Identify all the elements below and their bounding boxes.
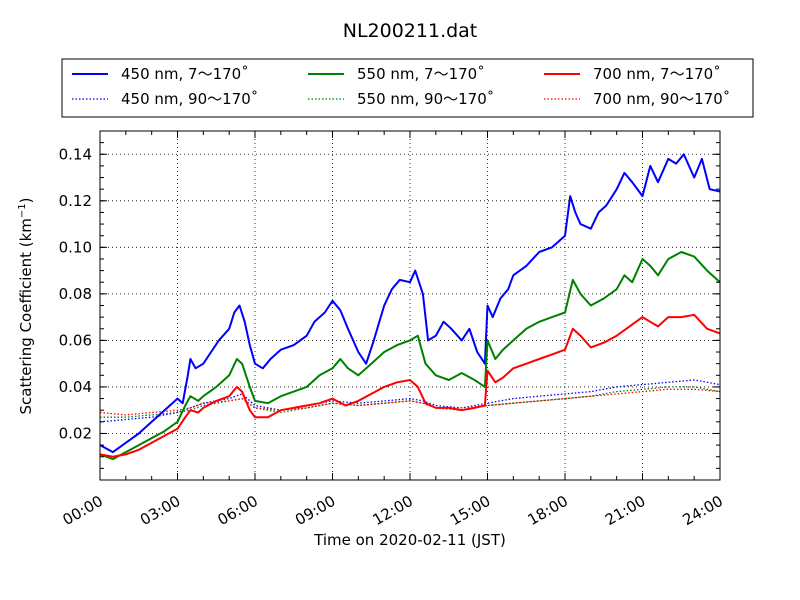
legend-items: 450 nm, 7～170˚ 450 nm, 90～170˚ 550 nm, 7～1… — [72, 65, 730, 108]
y-tick-label: 0.06 — [59, 331, 92, 349]
legend-label-4: 700 nm, 7～170˚ — [593, 65, 721, 83]
y-tick-label: 0.02 — [59, 424, 92, 442]
y-tick-label: 0.08 — [59, 285, 92, 303]
series-line-1 — [99, 379, 721, 423]
series-line-4 — [99, 313, 721, 458]
legend: 450 nm, 7～170˚ 450 nm, 90～170˚ 550 nm, 7～1… — [61, 58, 754, 118]
y-tick-label: 0.12 — [59, 192, 92, 210]
legend-label-0: 450 nm, 7～170˚ — [121, 65, 249, 83]
series-line-2 — [99, 251, 721, 461]
y-axis-label: Scattering Coefficient (km−1) — [17, 197, 35, 414]
y-tick-label: 0.04 — [59, 378, 92, 396]
y-axis-label-main: Scattering Coefficient (km — [17, 218, 35, 414]
legend-label-2: 550 nm, 7～170˚ — [357, 65, 485, 83]
y-tick-label: 0.10 — [59, 238, 92, 256]
y-tick-label: 0.14 — [59, 145, 92, 163]
y-axis-label-close: ) — [17, 197, 35, 203]
legend-label-3: 550 nm, 90～170˚ — [357, 90, 494, 108]
series-layer — [99, 153, 721, 461]
x-axis-label: Time on 2020-02-11 (JST) — [313, 531, 506, 549]
series-line-0 — [99, 153, 721, 454]
legend-label-1: 450 nm, 90～170˚ — [121, 90, 258, 108]
series-line-3 — [100, 386, 721, 418]
chart-title: NL200211.dat — [343, 20, 478, 42]
legend-label-5: 700 nm, 90～170˚ — [593, 90, 730, 108]
y-axis-label-exponent: −1 — [17, 203, 28, 218]
legend-frame — [61, 58, 754, 118]
